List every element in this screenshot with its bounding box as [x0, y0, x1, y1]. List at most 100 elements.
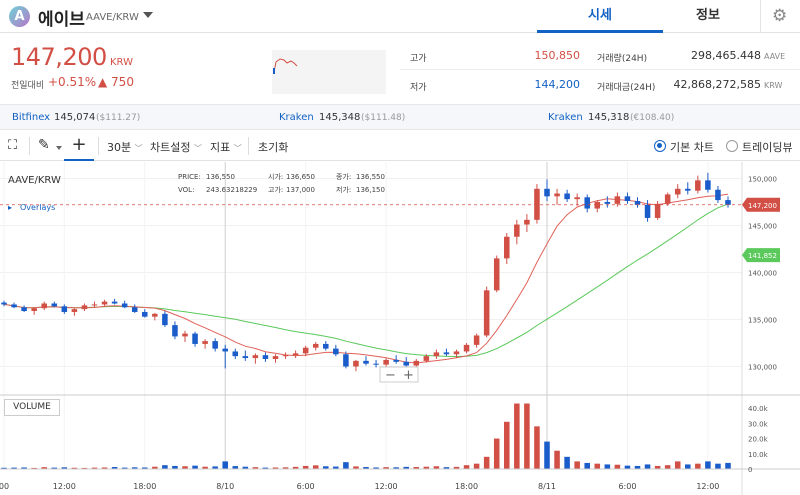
candle-body — [282, 355, 289, 357]
volume-bar — [674, 461, 681, 469]
candle-body — [604, 201, 611, 204]
indicators-menu[interactable]: 지표 ﹀ — [210, 139, 242, 155]
high-label: 고가 — [410, 54, 427, 64]
exchange-name[interactable]: Bitfinex — [12, 112, 51, 123]
volume-tick-label: 10.0k — [748, 451, 769, 459]
moving-average-short — [3, 193, 729, 364]
volume-bar — [292, 466, 299, 469]
volume-bar — [393, 467, 399, 469]
chart-grid — [0, 162, 742, 469]
candle-body — [624, 196, 631, 202]
candle-body — [272, 356, 279, 359]
interval-select[interactable]: 30분 ﹀ — [107, 139, 143, 155]
candle-body — [121, 303, 128, 308]
mini-chart — [272, 50, 386, 94]
candle-body — [91, 304, 98, 306]
volume-tick-label: 40.0k — [748, 405, 769, 413]
candle-body — [262, 355, 269, 359]
candle-body — [61, 306, 68, 312]
volume-bar — [564, 456, 570, 469]
toolbar-divider — [98, 137, 99, 155]
price-chart[interactable]: 150,000 145,000 140,000 135,000 130,000 40.0k… — [0, 162, 800, 495]
value-24h-label: 거래대금(24H) — [597, 83, 656, 93]
time-tick-label: 12:00 — [375, 482, 398, 491]
overlays-toggle[interactable]: Overlays — [20, 203, 55, 212]
zoom-out-button[interactable]: − — [385, 368, 396, 383]
time-tick-label: 12:00 — [696, 482, 719, 491]
reset-button[interactable]: 초기화 — [258, 141, 289, 154]
volume-bar — [1, 467, 7, 469]
current-price: 147,200 — [11, 43, 107, 71]
ma-short-line — [3, 193, 729, 364]
exchange-foreign-price: ($111.48) — [361, 113, 406, 123]
candle-body — [634, 201, 641, 205]
gear-icon[interactable]: ⚙ — [772, 6, 788, 26]
toolbar-divider — [29, 137, 30, 155]
candle-body — [574, 197, 580, 200]
candle-body — [614, 196, 621, 204]
tradingview-label[interactable]: 트레이딩뷰 — [742, 141, 793, 154]
volume-bar — [312, 465, 319, 469]
candle-body — [504, 236, 510, 259]
candle-body — [101, 301, 108, 305]
candle-body — [685, 188, 691, 191]
pencil-dropdown-icon[interactable] — [56, 146, 62, 150]
volume-bar — [453, 466, 460, 469]
volume-bar — [654, 465, 661, 469]
volume-bar — [272, 467, 279, 469]
candle-body — [353, 360, 359, 367]
candle-body — [142, 311, 148, 317]
volume-bar — [172, 465, 178, 469]
volume-bar — [61, 467, 68, 469]
volume-bar — [131, 467, 138, 469]
volume-bar — [493, 438, 500, 469]
candle-body — [373, 363, 379, 365]
chevron-down-icon[interactable] — [143, 12, 153, 18]
tab-market-price[interactable]: 시세 — [537, 0, 663, 33]
candle-body — [554, 193, 560, 197]
volume-bar — [715, 463, 721, 469]
candle-body — [202, 341, 208, 344]
crosshair-icon[interactable]: + — [64, 131, 94, 161]
volume-bar — [71, 467, 78, 469]
volume-bar — [121, 467, 128, 469]
stat-divider — [400, 69, 800, 70]
volume-panel-label: VOLUME — [4, 399, 60, 416]
fullscreen-icon[interactable]: ⛶ — [8, 138, 18, 153]
coin-name[interactable]: 에이브 — [38, 10, 85, 30]
interval-label: 30분 — [107, 141, 132, 154]
exchange-name[interactable]: Kraken — [279, 112, 314, 123]
overlays-toggle-icon[interactable]: ▸ — [8, 203, 12, 212]
candle-body — [524, 219, 530, 225]
volume-bar — [142, 467, 148, 469]
legend-low-value: 136,150 — [356, 186, 385, 194]
tradingview-radio[interactable] — [726, 140, 738, 152]
volume-bar — [101, 467, 108, 469]
aave-logo-icon: A — [9, 6, 30, 27]
zoom-in-button[interactable]: + — [403, 368, 414, 383]
candle-body — [403, 361, 409, 366]
volume-bar — [81, 467, 88, 469]
pencil-icon[interactable]: ✎ — [38, 137, 50, 153]
volume-bar — [534, 426, 540, 469]
candle-body — [453, 351, 460, 355]
candle-body — [51, 303, 58, 307]
legend-price-label: PRICE: — [178, 173, 201, 181]
chart-toolbar — [0, 131, 800, 161]
basic-chart-radio[interactable] — [654, 140, 666, 152]
candle-body — [343, 354, 349, 367]
chart-settings-menu[interactable]: 차트설정 ﹀ — [150, 139, 202, 155]
tab-info[interactable]: 정보 — [696, 8, 720, 23]
candle-body — [393, 359, 399, 362]
volume-bar — [624, 465, 631, 469]
low-value: 144,200 — [534, 78, 581, 91]
price-unit: KRW — [110, 57, 133, 68]
exchange-name[interactable]: Kraken — [548, 112, 583, 123]
volume-tick-label: 0 — [748, 466, 752, 474]
legend-close-value: 136,550 — [356, 173, 385, 181]
chart-settings-label: 차트설정 — [150, 141, 191, 154]
basic-chart-label[interactable]: 기본 차트 — [670, 141, 714, 154]
coin-pair[interactable]: AAVE/KRW — [86, 12, 139, 23]
candle-body — [433, 352, 440, 357]
volume-bar — [383, 467, 389, 469]
